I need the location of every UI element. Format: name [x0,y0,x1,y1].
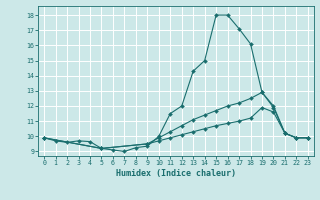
X-axis label: Humidex (Indice chaleur): Humidex (Indice chaleur) [116,169,236,178]
